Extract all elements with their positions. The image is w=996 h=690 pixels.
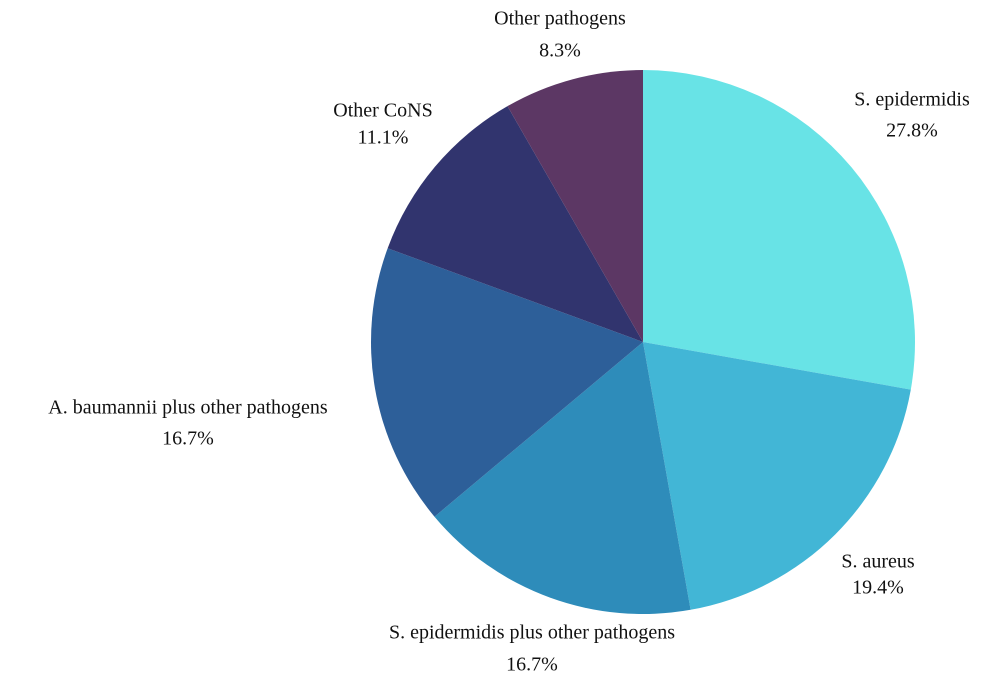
slice-label: Other CoNS bbox=[333, 100, 432, 122]
pie-slice bbox=[434, 342, 691, 614]
pie-slice bbox=[643, 70, 915, 390]
slice-value-label: 8.3% bbox=[539, 40, 581, 62]
slice-value-label: 11.1% bbox=[358, 127, 409, 149]
slice-value-label: 16.7% bbox=[162, 428, 214, 450]
pie-slice bbox=[387, 106, 643, 342]
slice-value-label: 27.8% bbox=[886, 120, 938, 142]
slice-label: S. aureus bbox=[841, 551, 915, 573]
slice-label: A. baumannii plus other pathogens bbox=[48, 397, 328, 419]
pie-slice bbox=[371, 248, 643, 517]
slice-value-label: 19.4% bbox=[852, 577, 904, 599]
slice-label: S. epidermidis plus other pathogens bbox=[389, 622, 675, 644]
slice-value-label: 16.7% bbox=[506, 654, 558, 676]
pie-slice bbox=[643, 342, 911, 610]
pie-slice bbox=[507, 70, 643, 342]
slice-label: S. epidermidis bbox=[854, 89, 970, 111]
slice-label: Other pathogens bbox=[494, 8, 626, 30]
